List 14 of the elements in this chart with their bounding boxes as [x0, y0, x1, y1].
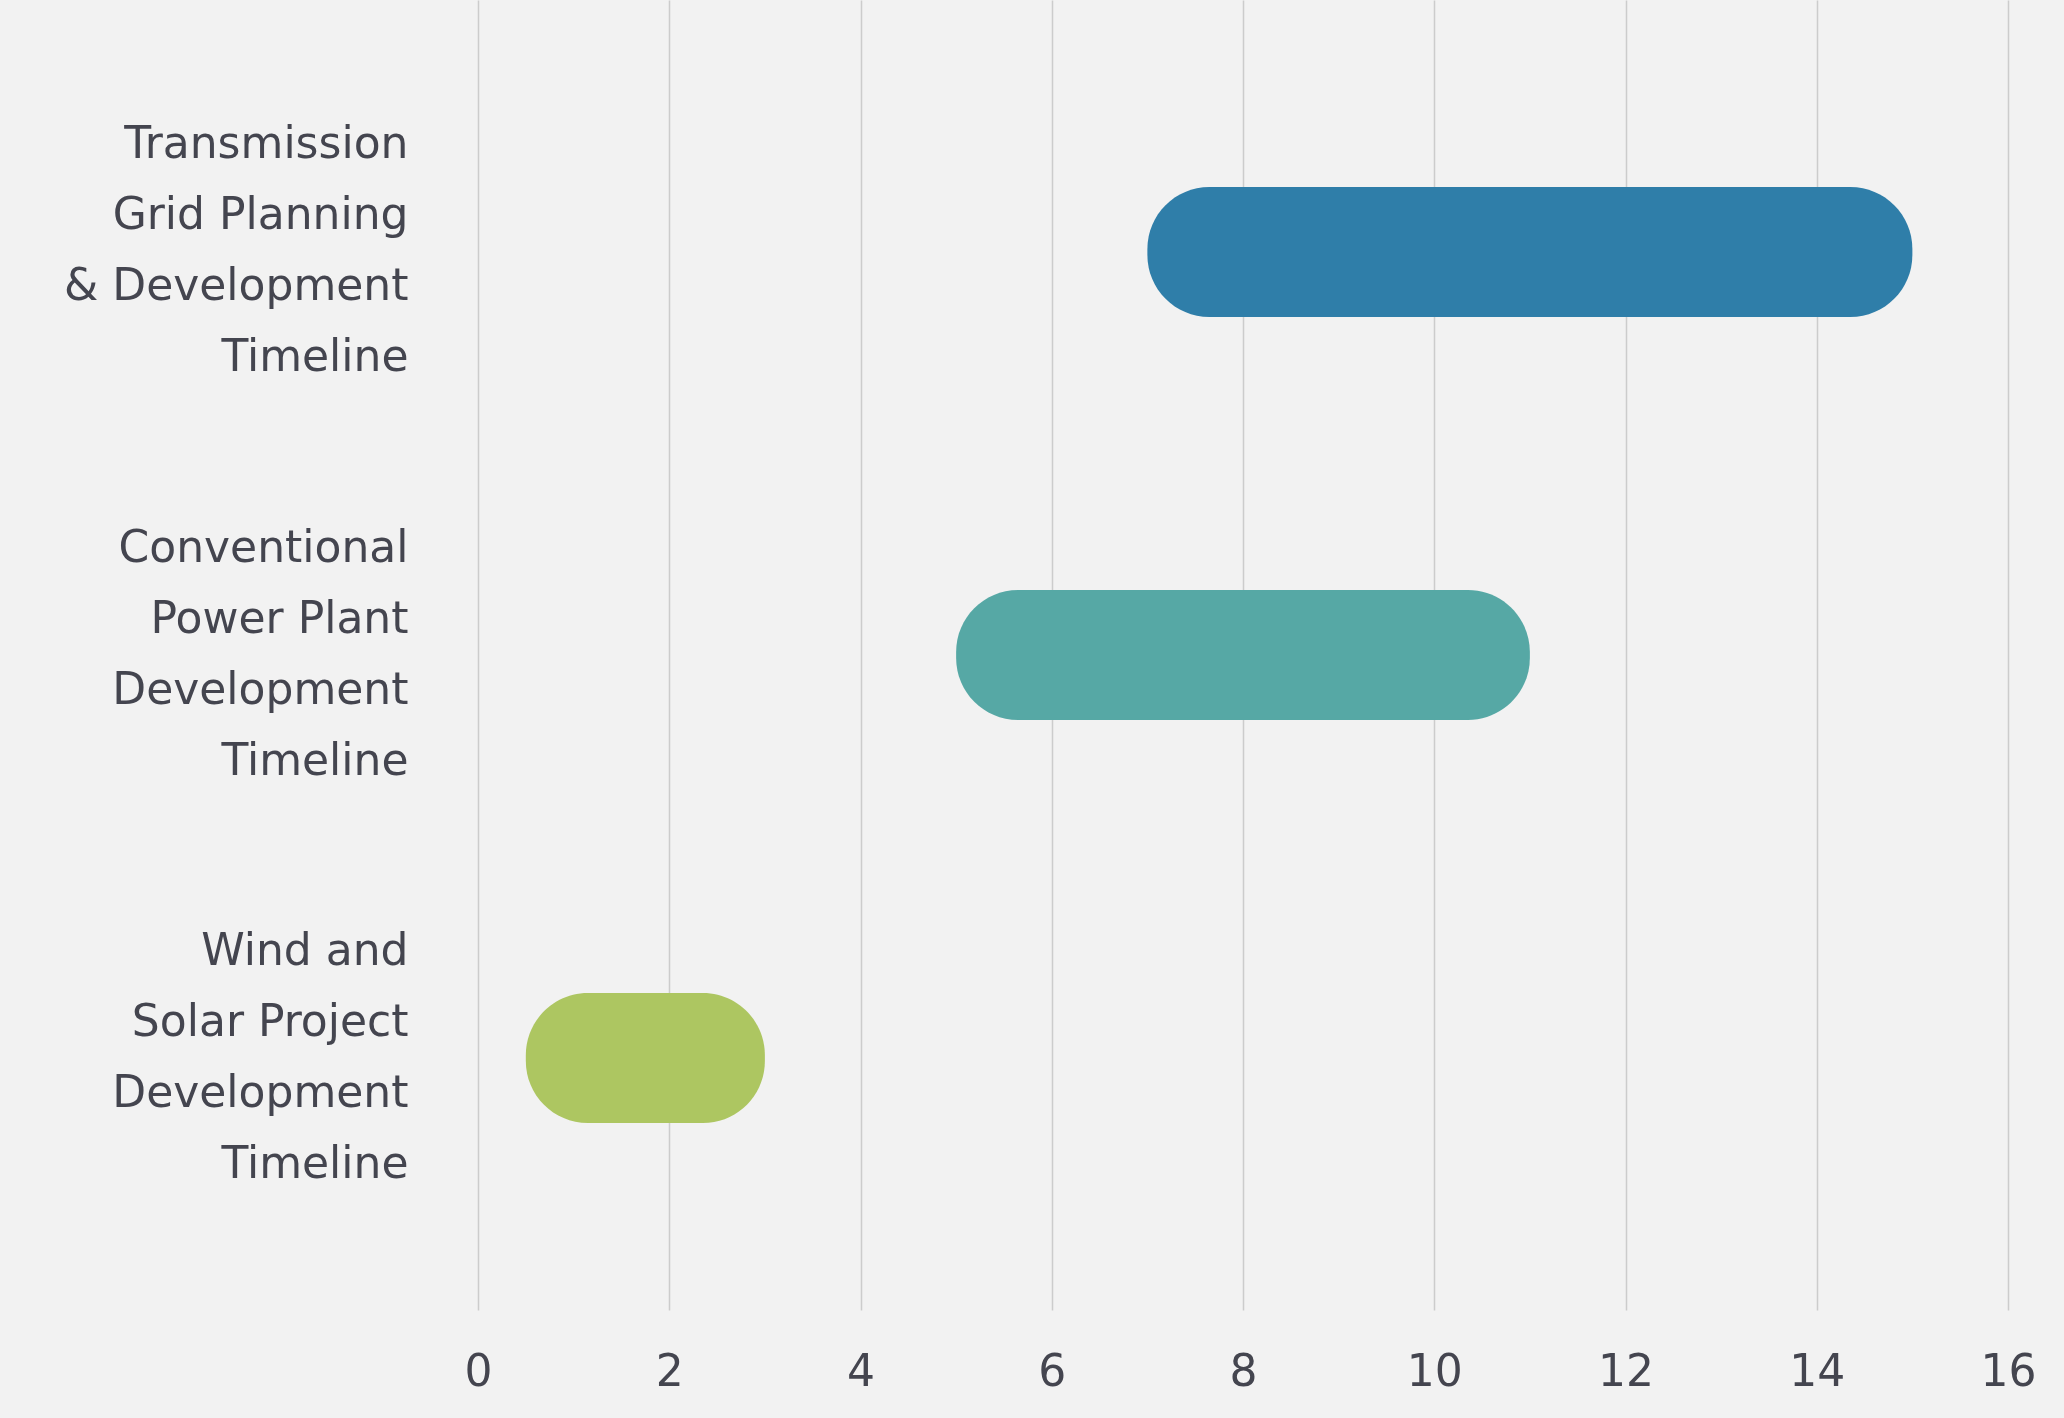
x-tick-label: 4 — [847, 1344, 875, 1396]
x-tick-label: 0 — [464, 1344, 493, 1396]
y-tick-label: Transmission Grid Planning & Development Timeline — [63, 117, 409, 382]
x-tick-label: 12 — [1598, 1344, 1654, 1396]
y-tick-label: Wind and Solar Project Development Timeline — [112, 923, 409, 1188]
bar — [956, 590, 1530, 720]
x-tick-label: 10 — [1406, 1344, 1463, 1396]
x-tick-label: 8 — [1229, 1344, 1258, 1396]
x-tick-label: 6 — [1038, 1344, 1067, 1396]
bar — [1147, 186, 1913, 317]
y-tick-label: Conventional Power Plant Development Timeline — [112, 520, 409, 785]
x-tick-label: 2 — [655, 1344, 684, 1396]
x-tick-label: 14 — [1789, 1344, 1846, 1396]
x-tick-label: 16 — [1980, 1344, 2037, 1396]
